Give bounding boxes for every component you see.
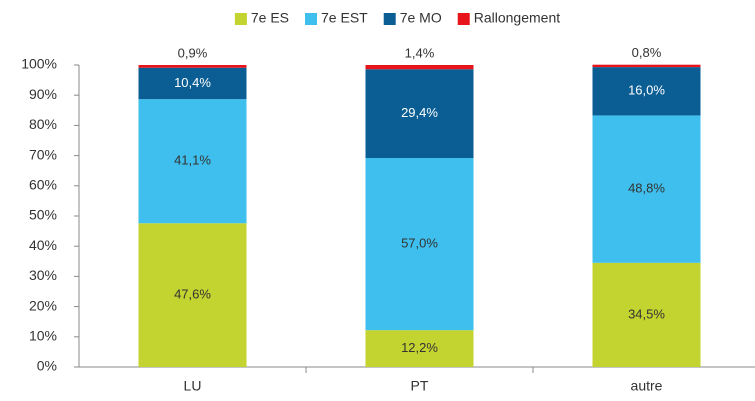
y-tick-label: 0% bbox=[37, 358, 57, 374]
bar-segment bbox=[138, 223, 247, 367]
bar-segment bbox=[138, 99, 247, 224]
y-tick-label: 100% bbox=[21, 56, 57, 72]
value-label: 47,6% bbox=[174, 287, 211, 302]
bar-segment bbox=[592, 115, 701, 263]
legend-label: Rallongement bbox=[474, 10, 560, 26]
value-label: 48,8% bbox=[628, 181, 665, 196]
bar-segment bbox=[365, 65, 474, 70]
legend-swatch bbox=[383, 13, 396, 25]
legend-label: 7e ES bbox=[251, 10, 289, 26]
x-tick-label: LU bbox=[184, 378, 202, 394]
value-label: 41,1% bbox=[174, 153, 211, 168]
value-label: 57,0% bbox=[401, 236, 438, 251]
value-label: 12,2% bbox=[401, 340, 438, 355]
value-label: 29,4% bbox=[401, 105, 438, 120]
y-tick-label: 50% bbox=[29, 207, 57, 223]
value-label: 16,0% bbox=[628, 83, 665, 98]
x-tick-label: PT bbox=[411, 378, 429, 394]
x-tick-label: autre bbox=[631, 378, 663, 394]
legend-swatch bbox=[305, 13, 318, 25]
y-tick-label: 90% bbox=[29, 86, 57, 102]
bar-segment bbox=[592, 67, 701, 116]
y-tick-label: 40% bbox=[29, 237, 57, 253]
bar-segment bbox=[365, 69, 474, 159]
value-label: 34,5% bbox=[628, 306, 665, 321]
legend-label: 7e EST bbox=[321, 10, 368, 26]
bar-segment bbox=[138, 67, 247, 100]
bar-segment bbox=[365, 330, 474, 367]
bar-segment bbox=[365, 158, 474, 331]
y-tick-label: 80% bbox=[29, 116, 57, 132]
y-tick-label: 20% bbox=[29, 297, 57, 313]
bar-segment bbox=[592, 262, 701, 367]
value-label: 10,4% bbox=[174, 75, 211, 90]
legend-swatch bbox=[234, 13, 247, 25]
y-tick-label: 30% bbox=[29, 267, 57, 283]
bar-segment bbox=[138, 65, 247, 68]
legend-label: 7e MO bbox=[400, 10, 442, 26]
y-tick-label: 10% bbox=[29, 328, 57, 344]
y-tick-label: 70% bbox=[29, 146, 57, 162]
y-tick-label: 60% bbox=[29, 177, 57, 193]
value-label: 0,9% bbox=[178, 45, 208, 60]
legend-swatch bbox=[457, 13, 470, 25]
value-label: 0,8% bbox=[632, 45, 662, 60]
value-label: 1,4% bbox=[405, 45, 435, 60]
bar-segment bbox=[592, 64, 701, 68]
